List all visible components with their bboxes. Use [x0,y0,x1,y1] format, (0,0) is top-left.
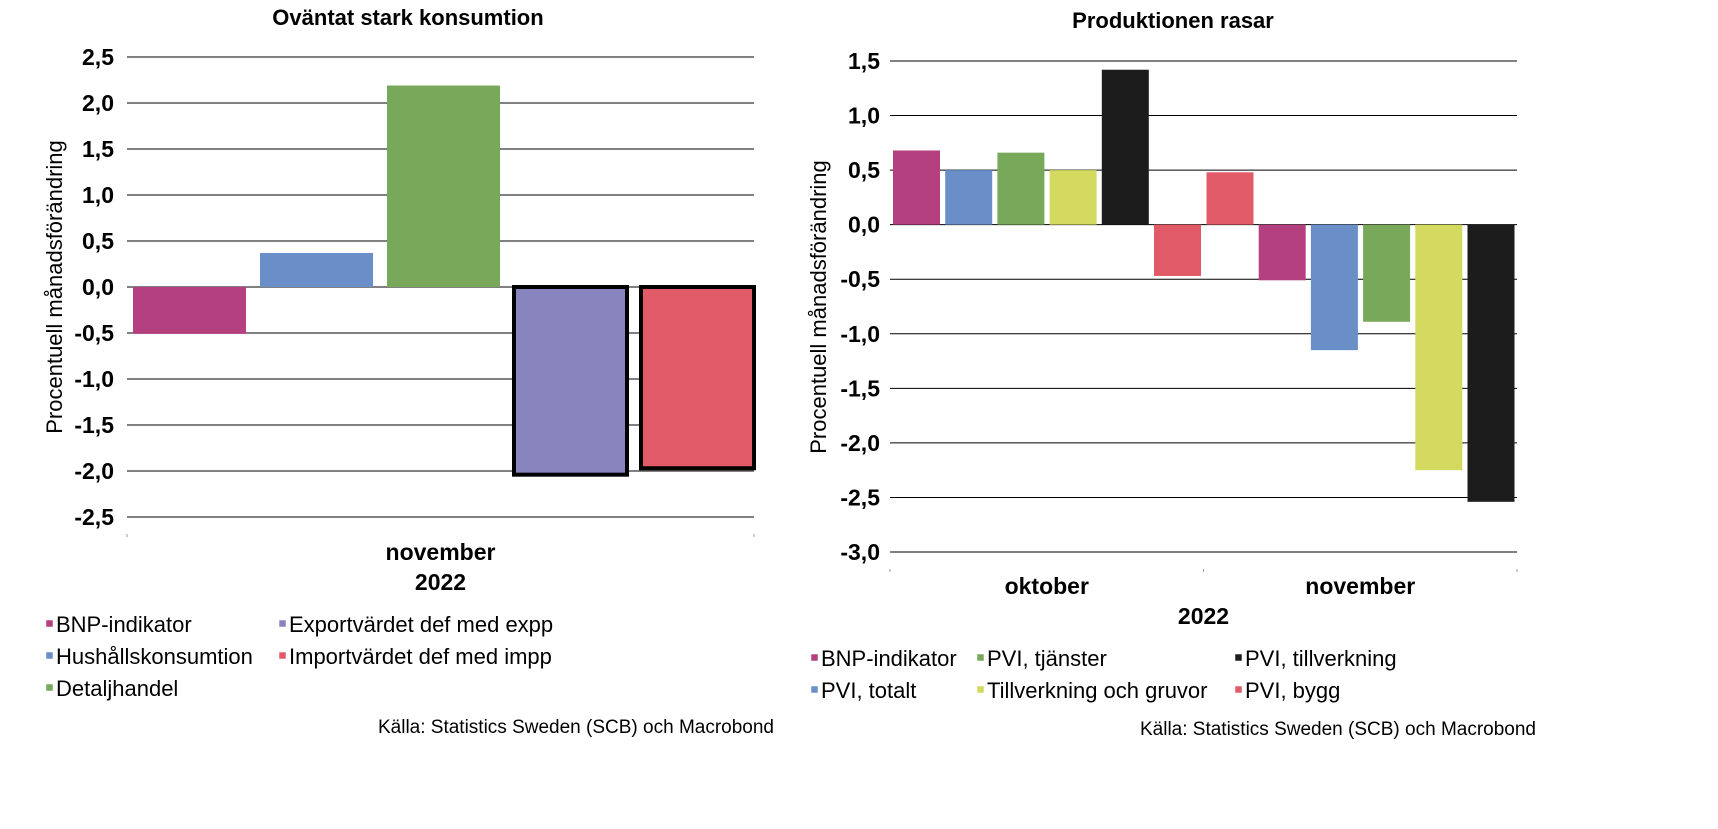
y-tick-label: -2,0 [840,430,880,456]
y-tick-label: 2,0 [82,90,114,116]
chart-title: Produktionen rasar [1072,8,1274,33]
y-tick-label: -1,0 [840,321,880,347]
legend-label: PVI, bygg [1245,678,1340,703]
legend-label: BNP-indikator [56,612,192,637]
bar-pvi-bygg-november [1206,172,1254,225]
legend-label: Detaljhandel [56,676,178,701]
x-category-label: oktober [1005,573,1089,599]
bar-pvi-bygg-oktober [1154,224,1201,276]
bar-tillverkning-och-gruvor-november [1415,224,1463,471]
legend-label: PVI, tjänster [987,646,1107,671]
legend-swatch [1234,685,1243,694]
legend-label: PVI, totalt [821,678,916,703]
legend-swatch [810,685,819,694]
bar-bnp-indikator-oktober [893,150,940,225]
legend-label: BNP-indikator [821,646,957,671]
legend-swatch [1234,653,1243,662]
bar-bnp-indikator-november [133,287,246,334]
y-tick-label: -1,5 [840,375,880,401]
bar-exportvärdet-def-med-expp-november [512,285,629,477]
bar-pvi-tillverkning-november [1467,224,1515,502]
y-tick-label: 1,0 [848,103,880,129]
bar-bnp-indikator-november [1258,224,1306,281]
legend-swatch [976,685,985,694]
legend-swatch [810,653,819,662]
y-tick-label: -2,0 [74,458,114,484]
bar-importvärdet-def-med-impp-november [639,285,756,471]
x-year-label: 2022 [1178,603,1229,629]
y-axis-label: Procentuell månadsförändring [806,160,831,454]
y-tick-label: -0,5 [74,320,114,346]
y-tick-label: -2,5 [840,484,880,510]
bar-pvi-totalt-oktober [945,170,993,225]
source-note: Källa: Statistics Sweden (SCB) och Macro… [378,717,774,738]
legend-swatch [45,683,54,692]
bar-pvi-tjänster-november [1363,224,1411,322]
y-tick-label: 1,5 [82,136,114,162]
bar-pvi-tillverkning-oktober [1101,69,1149,225]
y-tick-label: -0,5 [840,266,880,292]
y-tick-label: -2,5 [74,504,114,530]
legend-swatch [278,651,287,660]
bar-pvi-tjänster-oktober [997,152,1045,225]
y-tick-label: -1,5 [74,412,114,438]
x-category-label: november [1305,573,1415,599]
x-year-label: 2022 [415,569,466,595]
bar-detaljhandel-november [387,85,500,288]
legend-label: Tillverkning och gruvor [987,678,1208,703]
y-tick-label: 1,0 [82,182,114,208]
chart-panel-1: Oväntat stark konsumtion 2,5 2,0 1,5 1,0 0,5 0… [42,5,774,738]
legend-label: Hushållskonsumtion [56,644,253,669]
chart-panel-2: Produktionen rasar 1,5 1,0 0,5 0,0 -0,5 -1,0 -1… [806,8,1536,740]
legend-label: Exportvärdet def med expp [289,612,553,637]
y-tick-label: 1,5 [848,48,880,74]
bar-hushållskonsumtion-november [260,252,373,287]
y-tick-label: 0,0 [82,274,114,300]
y-tick-label: 0,5 [848,157,880,183]
y-tick-label: 0,0 [848,212,880,238]
legend-swatch [45,651,54,660]
y-tick-label: 0,5 [82,228,114,254]
source-note: Källa: Statistics Sweden (SCB) och Macro… [1140,719,1536,740]
legend-label: Importvärdet def med impp [289,644,552,669]
bar-tillverkning-och-gruvor-oktober [1049,170,1097,225]
legend-label: PVI, tillverkning [1245,646,1397,671]
y-tick-label: -1,0 [74,366,114,392]
legend-swatch [976,653,985,662]
y-tick-label: -3,0 [840,539,880,565]
legend-swatch [278,619,287,628]
bar-pvi-totalt-november [1310,224,1358,351]
legend-swatch [45,619,54,628]
chart-title: Oväntat stark konsumtion [272,5,543,30]
y-axis-label: Procentuell månadsförändring [42,140,67,434]
x-category-label: november [386,539,496,565]
y-tick-label: 2,5 [82,44,114,70]
